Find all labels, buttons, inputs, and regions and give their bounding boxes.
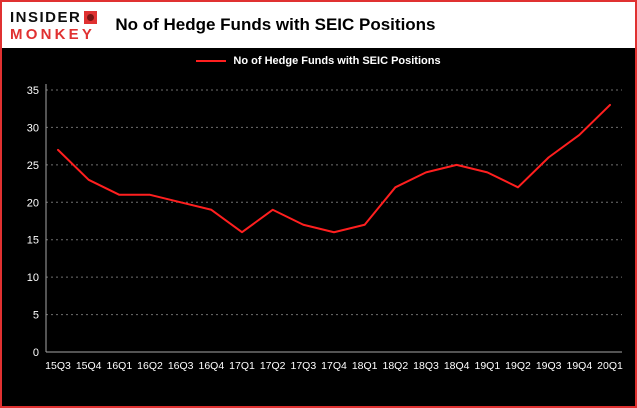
svg-text:18Q4: 18Q4 [444,360,470,372]
header: INSIDER MONKEY No of Hedge Funds with SE… [2,2,635,48]
svg-text:16Q1: 16Q1 [106,360,132,372]
svg-text:15Q4: 15Q4 [76,360,102,372]
svg-text:20Q1: 20Q1 [597,360,623,372]
legend-label: No of Hedge Funds with SEIC Positions [233,55,441,67]
svg-text:17Q1: 17Q1 [229,360,255,372]
svg-text:10: 10 [27,272,39,284]
svg-text:17Q2: 17Q2 [260,360,286,372]
svg-text:17Q4: 17Q4 [321,360,347,372]
insider-monkey-logo: INSIDER MONKEY [10,8,98,43]
monkey-icon [84,11,98,24]
svg-text:18Q3: 18Q3 [413,360,439,372]
svg-text:0: 0 [33,347,39,359]
svg-text:15Q3: 15Q3 [45,360,71,372]
line-chart: 0 5 10 15 20 25 30 35 15Q3 15Q4 16Q1 16Q2 16Q3 16Q4 17… [27,84,623,372]
svg-text:19Q4: 19Q4 [566,360,592,372]
logo-text-insider: INSIDER [10,9,82,26]
svg-text:15: 15 [27,235,39,247]
svg-text:30: 30 [27,122,39,134]
svg-text:19Q3: 19Q3 [536,360,562,372]
svg-text:18Q1: 18Q1 [352,360,378,372]
svg-text:20: 20 [27,197,39,209]
svg-text:35: 35 [27,85,39,97]
chart-region: No of Hedge Funds with SEIC Positions 0 5… [2,48,635,406]
legend-line-swatch [196,60,227,62]
svg-text:18Q2: 18Q2 [382,360,408,372]
svg-text:5: 5 [33,310,39,322]
svg-text:16Q2: 16Q2 [137,360,163,372]
logo-text-monkey: MONKEY [10,26,96,43]
svg-text:16Q3: 16Q3 [168,360,194,372]
svg-text:16Q4: 16Q4 [198,360,224,372]
chart-title: No of Hedge Funds with SEIC Positions [115,15,436,34]
svg-text:25: 25 [27,160,39,172]
logo-top-row: INSIDER [10,9,98,26]
svg-text:19Q1: 19Q1 [474,360,500,372]
svg-text:17Q3: 17Q3 [290,360,316,372]
svg-text:19Q2: 19Q2 [505,360,531,372]
legend: No of Hedge Funds with SEIC Positions [2,48,635,74]
